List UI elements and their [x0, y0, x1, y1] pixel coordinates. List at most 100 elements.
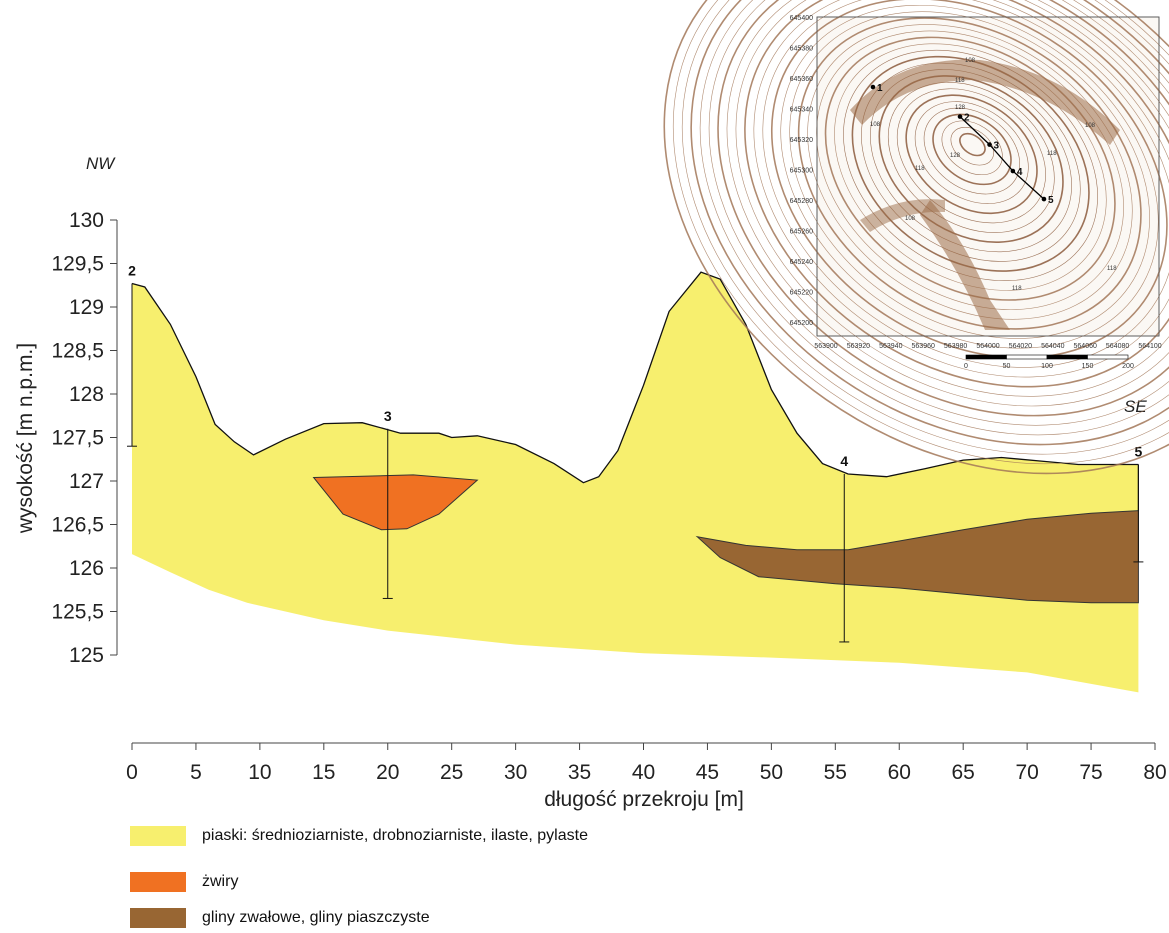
map-easting-label: 564020	[1009, 343, 1032, 350]
map-contour-label: 118	[915, 166, 925, 172]
map-easting-ticks: 563900 563920 563940 563960 563980 564000 5640…	[814, 343, 1161, 350]
y-tick-label: 127,5	[51, 427, 104, 450]
map-contour-line	[923, 107, 1020, 195]
map-scale-label: 50	[1003, 363, 1011, 370]
map-scale-bar: 0 50 100 150 200	[964, 354, 1134, 370]
map-easting-label: 563960	[912, 343, 935, 350]
legend-label-till: gliny zwałowe, gliny piaszczyste	[202, 909, 430, 926]
map-contour-line	[932, 113, 1012, 186]
legend-item-gravel: żwiry	[130, 872, 830, 894]
map-contour-label: 128	[950, 153, 961, 159]
x-tick-label: 50	[760, 761, 783, 784]
map-scale-segment	[1006, 354, 1048, 360]
map-profile-line	[959, 116, 1045, 200]
y-axis: 125 125,5 126 126,5 127 127,5 128 128,5 129 129,5…	[51, 209, 118, 667]
map-northing-label: 645360	[790, 76, 813, 83]
legend-item-sand: piaski: średnioziarniste, drobnoziarnist…	[130, 826, 830, 848]
y-axis-title: wysokość [m n.p.m.]	[14, 343, 37, 534]
x-tick-label: 60	[888, 761, 911, 784]
x-tick-label: 5	[190, 761, 202, 784]
map-northing-label: 645280	[790, 198, 813, 205]
legend-swatch-gravel	[130, 872, 186, 892]
map-point-1-marker	[870, 84, 876, 90]
y-tick-label: 129	[69, 296, 104, 319]
map-contour-line	[905, 94, 1038, 215]
map-easting-label: 563940	[879, 343, 902, 350]
map-contour-line	[797, 17, 1142, 330]
map-contour-line	[699, 0, 1169, 436]
boreholes: 2 3 4 5	[127, 263, 1144, 643]
x-tick-label: 70	[1015, 761, 1038, 784]
map-contour-label: 118	[955, 78, 965, 84]
y-tick-label: 128	[69, 383, 104, 406]
map-contour-line	[717, 0, 1169, 417]
x-tick-label: 35	[568, 761, 591, 784]
map-northing-label: 645200	[790, 320, 813, 327]
map-northing-label: 645340	[790, 107, 813, 114]
x-tick-label: 80	[1143, 761, 1166, 784]
map-point-5-label: 5	[1048, 195, 1054, 206]
map-contour-line	[824, 36, 1116, 301]
map-point-2-marker	[957, 114, 963, 119]
map-point-3-label: 3	[994, 141, 1000, 152]
map-contour-line	[762, 0, 1169, 368]
map-easting-label: 564040	[1041, 343, 1064, 350]
y-tick-label: 125,5	[51, 601, 104, 624]
x-tick-label: 25	[440, 761, 463, 784]
map-contour-label: 118	[1012, 286, 1022, 292]
gravel-layer	[312, 474, 479, 531]
map-easting-label: 564060	[1074, 343, 1097, 350]
map-contour-line	[770, 0, 1168, 359]
y-tick-label: 126,5	[51, 514, 104, 537]
map-point-3-marker	[987, 142, 992, 147]
map-contour-label: 118	[1107, 266, 1117, 272]
map-easting-label: 563980	[944, 343, 967, 350]
map-easting-label: 563920	[847, 343, 870, 350]
map-northing-label: 645380	[790, 46, 813, 53]
y-tick-label: 129,5	[51, 253, 104, 276]
borehole-3-label: 3	[384, 408, 392, 424]
x-tick-label: 65	[952, 761, 975, 784]
y-tick-label: 128,5	[51, 340, 104, 363]
map-northing-label: 645400	[790, 15, 813, 22]
y-tick-label: 127	[69, 470, 104, 493]
x-axis: 0 5 10 15 20 25 30 35 40 45 50 55 60 65 70 75 80	[126, 742, 1167, 784]
x-tick-label: 0	[126, 761, 138, 784]
map-contour-labels: 108 118 128 108 118 128 108 118 108 118 118	[870, 58, 1117, 292]
cross-section-plot: 2 3 4 5	[127, 263, 1144, 693]
map-contour-line	[816, 30, 1124, 310]
terrain-surface-line	[131, 271, 1139, 484]
map-contour-line	[735, 0, 1169, 397]
legend-swatch-till	[130, 908, 186, 928]
legend-label-sand: piaski: średnioziarniste, drobnoziarnist…	[202, 827, 588, 844]
map-contour-label: 108	[1085, 123, 1096, 129]
map-northing-label: 645300	[790, 168, 813, 175]
map-contours	[663, 0, 1169, 475]
map-contour-line	[744, 0, 1169, 388]
map-slope-shade	[850, 59, 1120, 146]
y-tick-label: 126	[69, 557, 104, 580]
map-slope-shade	[860, 199, 945, 232]
map-scale-segment	[1046, 354, 1088, 360]
map-contour-line	[950, 126, 994, 166]
borehole-2-label: 2	[128, 263, 136, 279]
x-tick-label: 20	[376, 761, 399, 784]
map-scale-segment	[1087, 354, 1129, 360]
y-tick-label: 130	[69, 209, 104, 232]
map-scale-label: 150	[1082, 363, 1094, 370]
map-easting-label: 564100	[1138, 343, 1161, 350]
direction-nw-label: NW	[86, 154, 116, 173]
map-contour-label: 108	[965, 58, 976, 64]
map-contour-label: 108	[870, 122, 881, 128]
borehole-5-label: 5	[1134, 443, 1142, 459]
map-contour-label: 108	[905, 216, 916, 222]
map-frame-outline	[816, 16, 1160, 337]
x-tick-label: 15	[312, 761, 335, 784]
y-tick-label: 125	[69, 644, 104, 667]
map-contour-label: 118	[1047, 151, 1057, 157]
map-easting-label: 563900	[814, 343, 837, 350]
map-contour-line	[789, 11, 1150, 339]
map-point-2-label: 2	[964, 113, 970, 124]
x-tick-label: 75	[1079, 761, 1102, 784]
x-tick-label: 45	[696, 761, 719, 784]
